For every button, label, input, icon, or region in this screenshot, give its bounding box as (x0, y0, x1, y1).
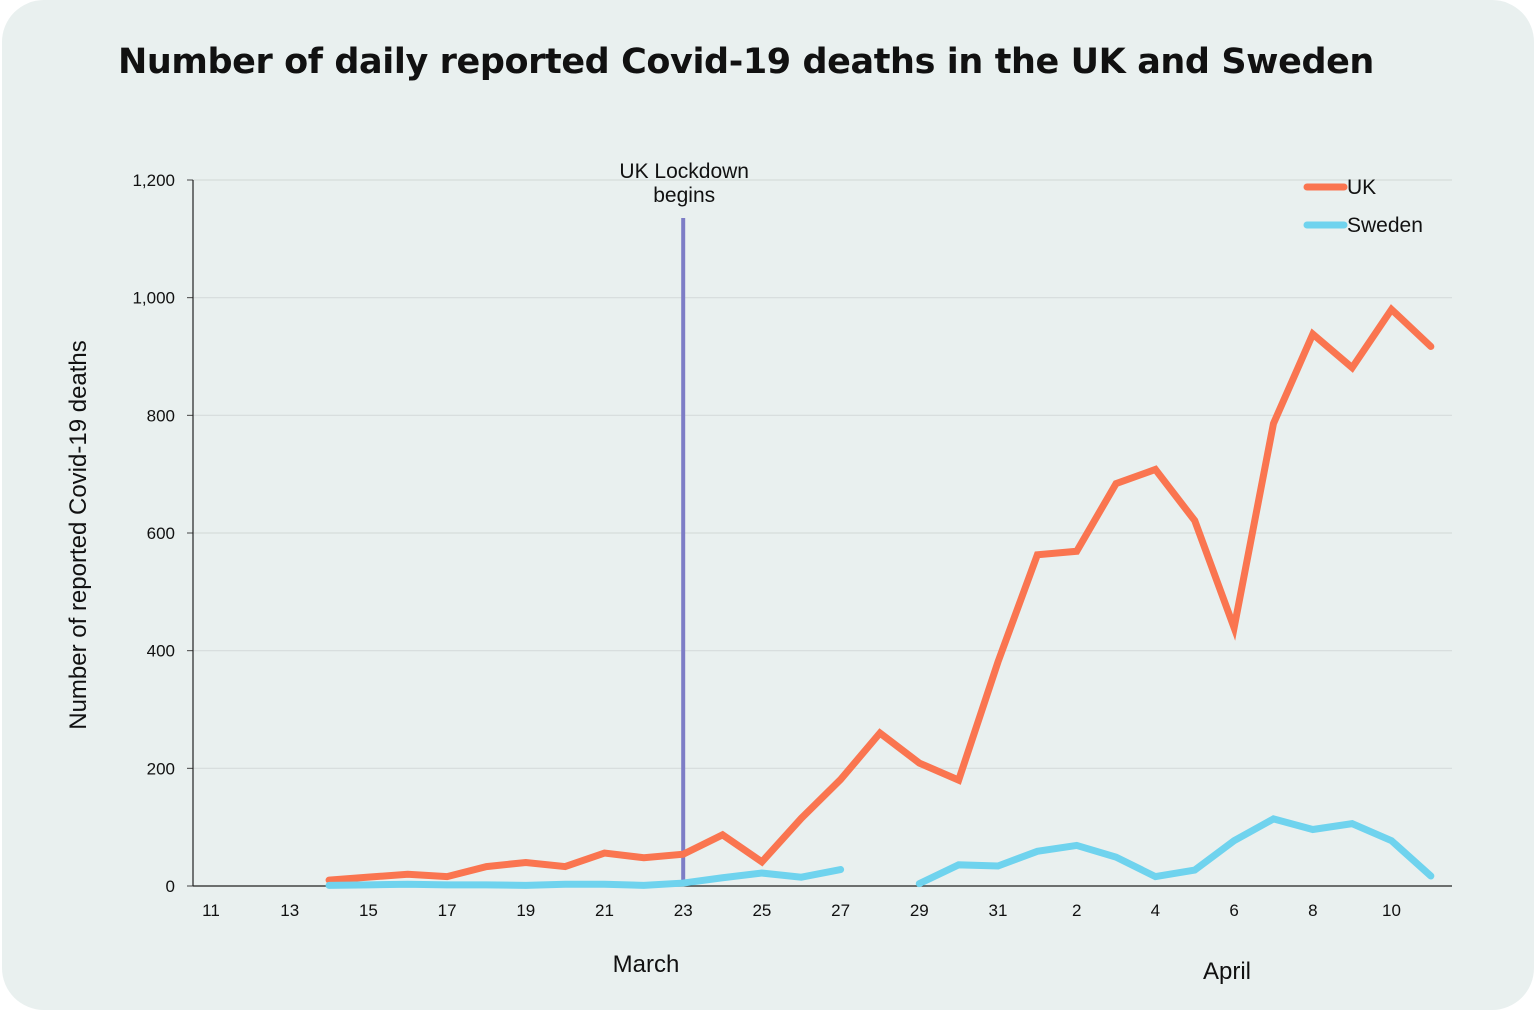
x-tick-label: 10 (1382, 901, 1401, 920)
series-line-uk (325, 304, 1435, 884)
x-tick-label: 19 (516, 901, 535, 920)
x-tick-label: 13 (280, 901, 299, 920)
legend-label-sweden: Sweden (1347, 214, 1423, 237)
x-tick-label: 11 (202, 901, 220, 920)
y-tick-label: 1,000 (132, 289, 175, 308)
x-tick-label: 15 (359, 901, 378, 920)
y-tick-label: 600 (147, 524, 175, 543)
y-tick-label: 200 (147, 759, 175, 778)
lockdown-label: UK Lockdown begins (619, 160, 749, 207)
month-label: April (1203, 958, 1251, 985)
series-line-sweden (325, 866, 845, 889)
y-tick-label: 0 (166, 877, 175, 896)
x-tick-label: 8 (1308, 901, 1317, 920)
x-tick-label: 23 (674, 901, 693, 920)
x-tick-label: 29 (910, 901, 929, 920)
y-tick-label: 800 (147, 406, 175, 425)
x-tick-label: 21 (595, 901, 614, 920)
series-line-sweden (915, 815, 1435, 888)
x-tick-label: 25 (752, 901, 771, 920)
x-tick-label: 17 (438, 901, 457, 920)
month-label: March (613, 951, 680, 978)
x-tick-label: 4 (1151, 901, 1160, 920)
legend-label-uk: UK (1347, 176, 1376, 199)
y-tick-label: 1,200 (132, 171, 175, 190)
x-tick-label: 2 (1072, 901, 1081, 920)
chart-title: Number of daily reported Covid-19 deaths… (118, 42, 1374, 82)
x-tick-label: 6 (1229, 901, 1238, 920)
y-tick-label: 400 (147, 642, 175, 661)
x-tick-label: 31 (989, 901, 1008, 920)
x-tick-label: 27 (831, 901, 850, 920)
y-axis-title: Number of reported Covid-19 deaths (65, 340, 92, 730)
